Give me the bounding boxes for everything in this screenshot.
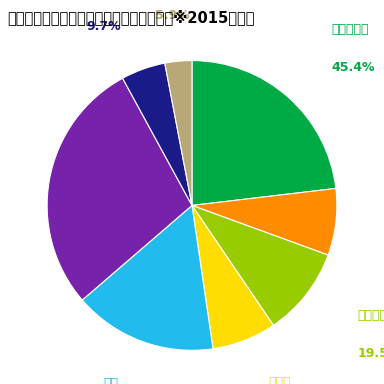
Text: 9.7%: 9.7%	[86, 20, 121, 33]
Text: 夏休みの日記: 夏休みの日記	[358, 309, 384, 322]
Wedge shape	[192, 61, 336, 205]
Wedge shape	[165, 61, 192, 205]
Wedge shape	[192, 205, 273, 349]
Wedge shape	[122, 63, 192, 205]
Text: 5.9%: 5.9%	[155, 9, 190, 22]
Wedge shape	[192, 189, 337, 255]
Wedge shape	[192, 205, 328, 325]
Wedge shape	[82, 205, 213, 350]
Text: 19.5%: 19.5%	[358, 347, 384, 360]
Text: 45.4%: 45.4%	[331, 61, 375, 74]
Text: 読書感想文: 読書感想文	[331, 23, 369, 36]
Text: 子供の最後まで残りがちな宿題について　※2015年調べ: 子供の最後まで残りがちな宿題について ※2015年調べ	[8, 10, 255, 25]
Text: 工作: 工作	[104, 377, 119, 384]
Text: ドリル: ドリル	[268, 376, 291, 384]
Wedge shape	[47, 78, 192, 300]
